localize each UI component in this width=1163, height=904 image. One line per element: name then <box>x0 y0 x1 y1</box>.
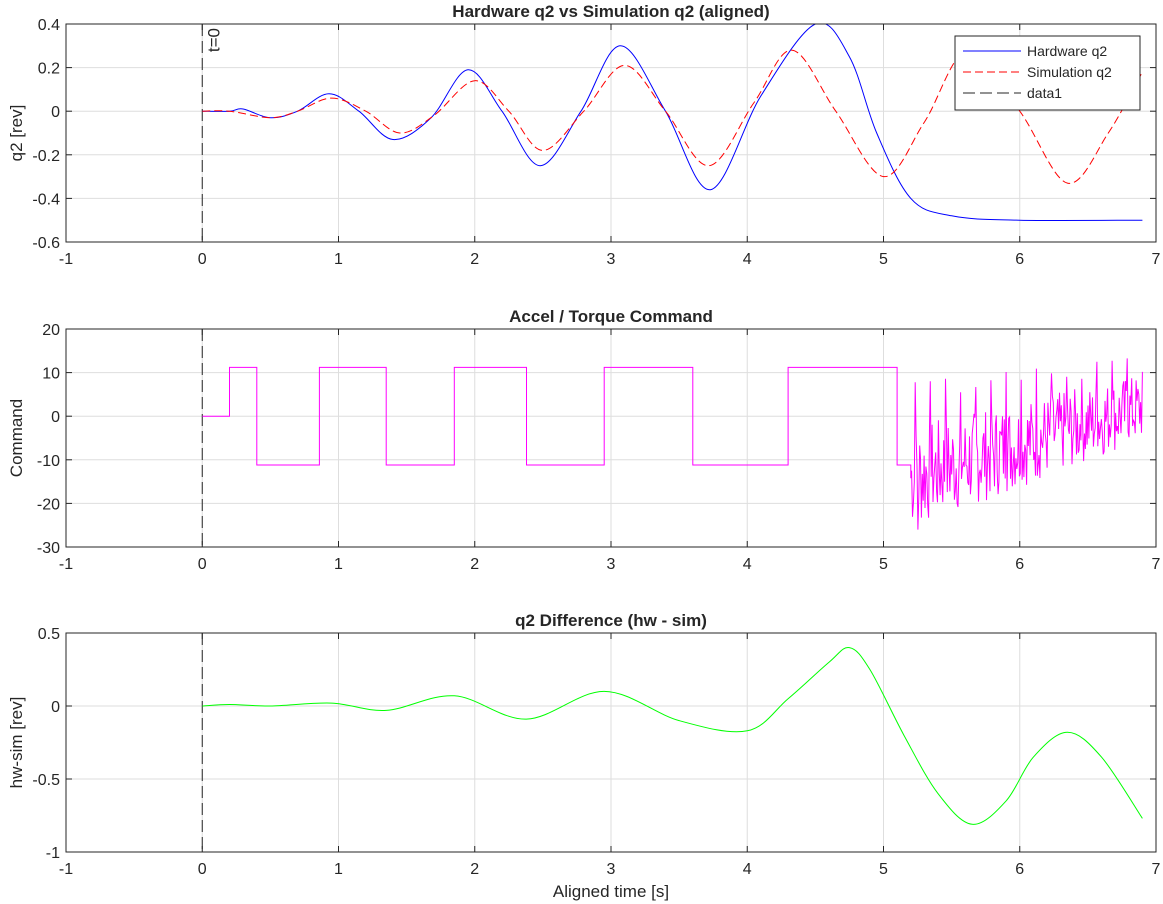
y-tick-label: -30 <box>37 540 60 557</box>
legend-label: Simulation q2 <box>1027 64 1112 80</box>
x-tick-label: 1 <box>334 861 343 878</box>
q2-difference-series-line <box>202 647 1143 825</box>
plot-q2-difference: -1 0 1 2 3 4 5 6 7 -1 -0.5 0 0.5 q2 Difference (hw - … <box>7 611 1161 901</box>
x-tick-label: 7 <box>1152 556 1161 573</box>
y-tick-label: 0.4 <box>38 17 60 34</box>
y-tick-label: -0.5 <box>32 772 60 789</box>
x-tick-label: 1 <box>334 556 343 573</box>
x-tick-label: 6 <box>1015 251 1024 268</box>
q2-difference-data <box>201 633 1143 852</box>
hardware-q2-series-line <box>202 24 1143 222</box>
legend-label: data1 <box>1027 85 1062 101</box>
x-tick-label: 2 <box>470 861 479 878</box>
x-tick-label: 6 <box>1015 556 1024 573</box>
x-axis-label: Aligned time [s] <box>553 882 669 901</box>
x-tick-label: 3 <box>607 861 616 878</box>
x-tick-label: 0 <box>198 861 207 878</box>
x-tick-label: 2 <box>470 251 479 268</box>
hardware-vs-simulation-y-axis-label: q2 [rev] <box>7 105 26 162</box>
x-tick-label: 1 <box>334 251 343 268</box>
q2-difference-title: q2 Difference (hw - sim) <box>515 611 707 630</box>
t0-annotation: t=0 <box>204 28 223 52</box>
y-tick-label: -10 <box>37 453 60 470</box>
x-tick-label: -1 <box>59 861 73 878</box>
command-series-line <box>202 358 1143 530</box>
plot-hardware-vs-simulation: -1 0 1 2 3 4 5 6 7 -0.6 -0.4 -0.2 0 0.2 0.4 Hardware q2… <box>7 2 1161 268</box>
x-tick-label: 5 <box>879 251 888 268</box>
x-tick-label: -1 <box>59 556 73 573</box>
accel-torque-command-y-axis-label: Command <box>7 399 26 477</box>
x-tick-label: 5 <box>879 861 888 878</box>
x-tick-label: 7 <box>1152 861 1161 878</box>
q2-difference-y-axis-label: hw-sim [rev] <box>7 697 26 789</box>
accel-torque-command-title: Accel / Torque Command <box>509 307 713 326</box>
x-tick-label: 3 <box>607 556 616 573</box>
y-tick-label: 0.5 <box>38 626 60 643</box>
y-tick-label: -20 <box>37 496 60 513</box>
x-tick-label: 0 <box>198 556 207 573</box>
accel-torque-command-data <box>201 329 1143 547</box>
y-tick-label: -0.4 <box>32 191 60 208</box>
y-tick-label: -0.2 <box>32 148 60 165</box>
x-tick-label: -1 <box>59 251 73 268</box>
x-tick-label: 4 <box>743 556 752 573</box>
x-tick-label: 5 <box>879 556 888 573</box>
y-tick-label: 0 <box>51 409 60 426</box>
y-tick-label: 20 <box>42 322 60 339</box>
y-tick-label: 0 <box>51 699 60 716</box>
x-tick-label: 2 <box>470 556 479 573</box>
y-tick-label: -1 <box>46 845 60 862</box>
x-tick-label: 4 <box>743 251 752 268</box>
x-tick-label: 7 <box>1152 251 1161 268</box>
hardware-vs-simulation-title: Hardware q2 vs Simulation q2 (aligned) <box>452 2 769 21</box>
x-tick-label: 0 <box>198 251 207 268</box>
x-tick-label: 6 <box>1015 861 1024 878</box>
y-tick-label: 0.2 <box>38 61 60 78</box>
legend-box <box>954 35 1141 111</box>
legend: Hardware q2 Simulation q2 data1 <box>954 35 1141 111</box>
legend-label: Hardware q2 <box>1027 43 1107 59</box>
y-tick-label: 0 <box>51 104 60 121</box>
y-tick-label: 10 <box>42 366 60 383</box>
x-tick-label: 4 <box>743 861 752 878</box>
x-tick-label: 3 <box>607 251 616 268</box>
y-tick-label: -0.6 <box>32 235 60 252</box>
